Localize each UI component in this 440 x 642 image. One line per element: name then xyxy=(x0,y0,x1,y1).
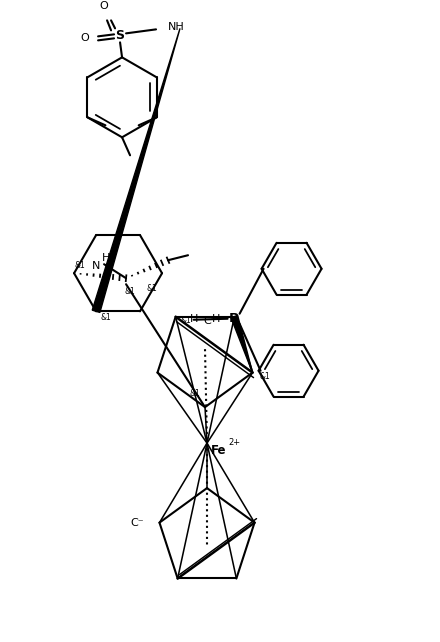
Text: O: O xyxy=(100,1,108,12)
Text: &1: &1 xyxy=(125,287,136,296)
Text: H: H xyxy=(102,253,110,263)
Text: &1: &1 xyxy=(147,284,158,293)
Text: H: H xyxy=(212,314,220,324)
Polygon shape xyxy=(92,28,180,313)
Text: &1: &1 xyxy=(190,388,200,397)
Text: Fe: Fe xyxy=(211,444,227,456)
Text: &1: &1 xyxy=(180,317,191,325)
Text: H: H xyxy=(190,314,198,324)
Text: C⁻: C⁻ xyxy=(204,316,217,325)
Text: &1: &1 xyxy=(259,372,270,381)
Text: &1: &1 xyxy=(75,261,85,270)
Text: 2+: 2+ xyxy=(228,438,240,447)
Text: N: N xyxy=(92,261,100,271)
Text: O: O xyxy=(81,33,89,44)
Text: S: S xyxy=(116,29,125,42)
Text: NH: NH xyxy=(168,22,185,32)
Text: P: P xyxy=(229,312,238,325)
Polygon shape xyxy=(231,316,253,372)
Text: &1: &1 xyxy=(101,313,111,322)
Text: C⁻: C⁻ xyxy=(131,517,144,528)
